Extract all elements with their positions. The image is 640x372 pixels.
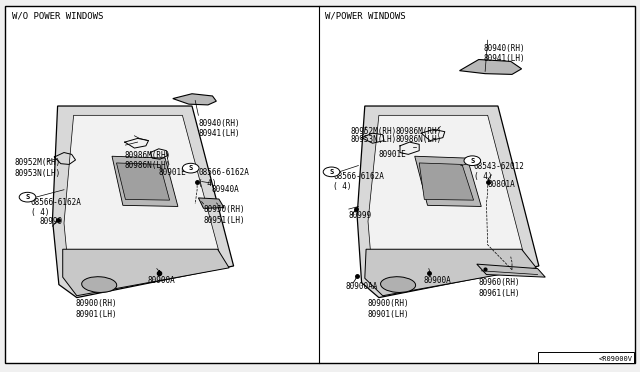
Text: 80900A: 80900A xyxy=(147,276,175,285)
Text: 80900A: 80900A xyxy=(424,276,451,285)
Polygon shape xyxy=(52,106,234,298)
Polygon shape xyxy=(460,60,522,74)
Text: S: S xyxy=(470,158,474,164)
Text: 80986N(LH): 80986N(LH) xyxy=(396,135,442,144)
Text: 80801A: 80801A xyxy=(488,180,515,189)
Polygon shape xyxy=(357,106,539,298)
Circle shape xyxy=(464,156,481,166)
Text: W/POWER WINDOWS: W/POWER WINDOWS xyxy=(325,11,406,20)
Ellipse shape xyxy=(82,277,116,292)
FancyBboxPatch shape xyxy=(5,6,635,363)
Text: 08543-62012
( 4): 08543-62012 ( 4) xyxy=(474,162,524,181)
Polygon shape xyxy=(365,249,536,296)
Text: 08566-6162A
( 4): 08566-6162A ( 4) xyxy=(31,198,81,217)
Circle shape xyxy=(182,163,199,173)
Polygon shape xyxy=(116,163,170,200)
Polygon shape xyxy=(198,198,224,208)
Polygon shape xyxy=(112,156,178,206)
Text: 80940(RH)
80941(LH): 80940(RH) 80941(LH) xyxy=(483,44,525,63)
Text: 08566-6162A
( 4): 08566-6162A ( 4) xyxy=(333,172,384,191)
Text: 80999: 80999 xyxy=(40,217,63,225)
Ellipse shape xyxy=(381,277,415,292)
Text: 80999: 80999 xyxy=(349,211,372,220)
Polygon shape xyxy=(173,94,216,105)
Text: 80960(RH)
80961(LH): 80960(RH) 80961(LH) xyxy=(479,278,520,298)
Circle shape xyxy=(19,192,36,202)
Text: 80952M(RH)
80953N(LH): 80952M(RH) 80953N(LH) xyxy=(14,158,60,177)
Polygon shape xyxy=(368,115,525,287)
Text: 80900AA: 80900AA xyxy=(346,282,378,291)
Circle shape xyxy=(323,167,340,177)
Text: S: S xyxy=(26,194,29,200)
Text: 80900(RH)
80901(LH): 80900(RH) 80901(LH) xyxy=(368,299,410,319)
Text: 80900(RH)
80901(LH): 80900(RH) 80901(LH) xyxy=(76,299,117,319)
Text: 80986M(RH): 80986M(RH) xyxy=(396,127,442,136)
Text: 80940A: 80940A xyxy=(211,185,239,194)
Text: W/O POWER WINDOWS: W/O POWER WINDOWS xyxy=(12,11,103,20)
Polygon shape xyxy=(64,115,221,287)
Text: 80940(RH)
80941(LH): 80940(RH) 80941(LH) xyxy=(198,119,240,138)
Text: S: S xyxy=(330,169,333,175)
Text: S: S xyxy=(189,165,193,171)
Polygon shape xyxy=(419,163,474,200)
Text: 80952M(RH): 80952M(RH) xyxy=(351,127,397,136)
Text: 08566-6162A
( 4): 08566-6162A ( 4) xyxy=(198,168,249,187)
Polygon shape xyxy=(415,156,481,206)
Text: 80901E: 80901E xyxy=(378,150,406,158)
Text: 80986M(RH)
80986N(LH): 80986M(RH) 80986N(LH) xyxy=(125,151,171,170)
Text: <R09000V: <R09000V xyxy=(598,356,632,362)
Text: 80950(RH)
80951(LH): 80950(RH) 80951(LH) xyxy=(204,205,245,225)
Polygon shape xyxy=(538,352,634,363)
Text: 80953N(LH): 80953N(LH) xyxy=(351,135,397,144)
Polygon shape xyxy=(63,249,229,296)
Text: 80901E: 80901E xyxy=(159,168,186,177)
Polygon shape xyxy=(477,264,545,277)
